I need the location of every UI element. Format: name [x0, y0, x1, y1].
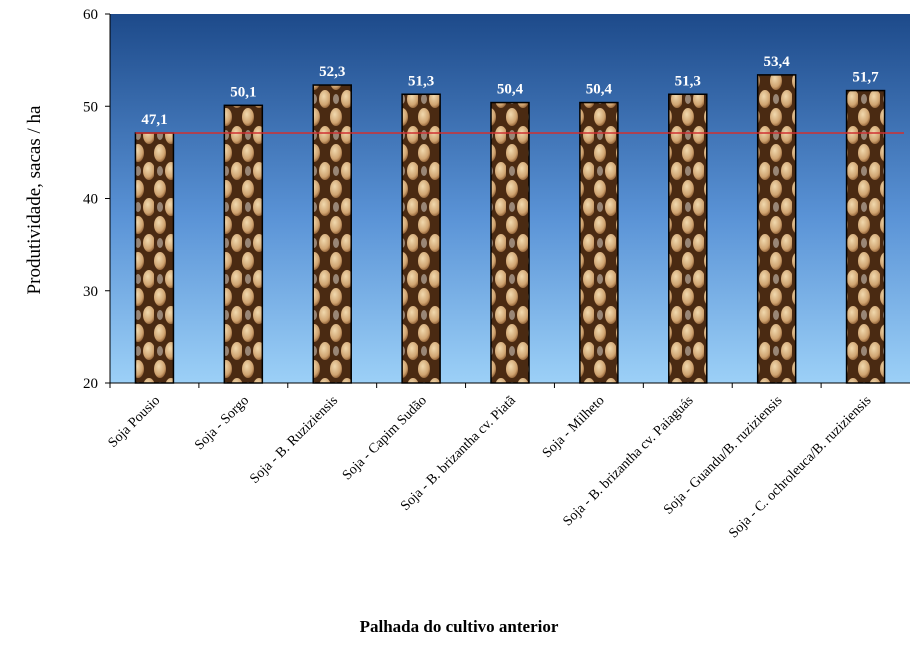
value-label: 51,3: [675, 73, 701, 89]
bar: [668, 93, 708, 384]
y-tick-label: 60: [83, 7, 98, 23]
y-tick-label: 20: [83, 376, 98, 392]
y-axis-title: Produtividade, sacas / ha: [24, 105, 45, 294]
value-label: 52,3: [319, 64, 345, 80]
value-label: 50,4: [586, 82, 613, 98]
y-tick-label: 50: [83, 99, 98, 115]
value-label: 50,1: [230, 84, 256, 100]
x-tick-label: Soja - B. Ruziziensis: [247, 393, 341, 487]
bar: [756, 74, 797, 384]
x-tick-label: Soja - Sorgo: [192, 393, 252, 453]
bar: [223, 104, 264, 384]
x-tick-label: Soja - Milheto: [540, 393, 608, 461]
bar: [579, 101, 619, 384]
bar: [134, 132, 175, 384]
x-tick-label: Soja - C. ochroleuca/B. ruziziensis: [726, 393, 874, 541]
value-label: 53,4: [764, 54, 791, 70]
value-label: 51,3: [408, 73, 434, 89]
y-tick-label: 40: [83, 192, 98, 208]
value-label: 51,7: [852, 70, 879, 86]
x-tick-label: Soja - Capim Sudão: [340, 393, 430, 483]
x-axis-title: Palhada do cultivo anterior: [360, 617, 559, 636]
y-tick-label: 30: [83, 284, 98, 300]
bar: [490, 101, 530, 384]
x-tick-label: Soja Pousio: [106, 393, 164, 451]
bar: [845, 89, 886, 384]
value-label: 47,1: [141, 112, 167, 128]
bar: [312, 84, 352, 384]
value-label: 50,4: [497, 82, 524, 98]
bar: [401, 93, 441, 384]
